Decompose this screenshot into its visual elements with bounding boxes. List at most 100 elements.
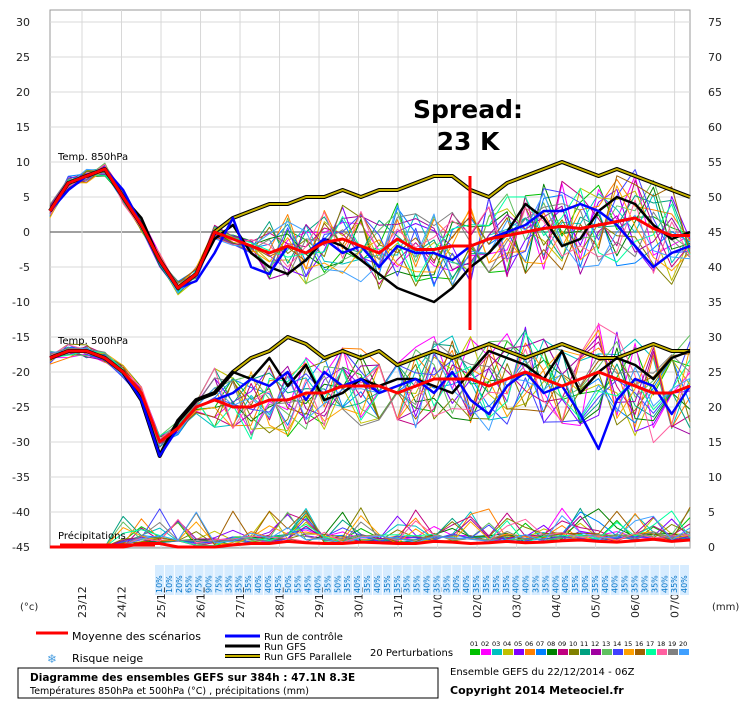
y-left-tick-label: 0 <box>23 226 30 239</box>
perturbation-swatch <box>481 649 491 655</box>
snow-risk-value: 35% <box>363 575 372 593</box>
snow-risk-cell <box>452 565 462 595</box>
y-left-tick-label: -5 <box>19 261 30 274</box>
snow-risk-value: 40% <box>373 575 382 593</box>
snow-risk-value: 35% <box>621 575 630 593</box>
snow-risk-cell <box>214 565 224 595</box>
y-left-tick-label: -10 <box>12 296 30 309</box>
snow-risk-value: 90% <box>205 575 214 593</box>
snow-risk-value: 10% <box>155 575 164 593</box>
snow-risk-cell <box>363 565 372 595</box>
perturbation-number: 12 <box>591 640 599 648</box>
snow-risk-cell <box>174 565 184 595</box>
perturbation-swatch <box>525 649 535 655</box>
snow-risk-cell <box>293 565 303 595</box>
snow-risk-value: 40% <box>314 575 323 593</box>
perturbation-number: 19 <box>668 640 676 648</box>
snow-risk-cell <box>353 565 363 595</box>
legend: Moyenne des scénarios ❄ Risque neige Run de… <box>36 630 689 666</box>
y-right-tick-label: 65 <box>708 86 722 99</box>
perturbation-precip-line <box>50 508 691 548</box>
y-right-tick-label: 25 <box>708 366 722 379</box>
snow-risk-value: 40% <box>264 575 273 593</box>
snow-risk-value: 40% <box>680 575 689 593</box>
y-right-tick-label: 35 <box>708 296 722 309</box>
snow-risk-cell <box>551 565 561 595</box>
y-right-tick-label: 10 <box>708 471 722 484</box>
panel-label-500: Temp. 500hPa <box>57 336 128 347</box>
snow-risk-cell <box>650 565 660 595</box>
snow-risk-cell <box>600 565 610 595</box>
snow-risk-value: 40% <box>611 575 620 593</box>
snow-risk-strip: 10% 10% 20% 65% 75% 90% 75% 35% 35% 35% 40% 40% 45% 5… <box>155 565 689 595</box>
snow-risk-cell <box>283 565 293 595</box>
y-right-tick-label: 50 <box>708 191 722 204</box>
y-right-unit: (mm) <box>712 602 739 613</box>
snow-risk-cell <box>630 565 640 595</box>
snow-risk-cell <box>541 565 551 595</box>
snow-risk-value: 40% <box>601 575 610 593</box>
panel-label-precip: Précipitations <box>58 530 126 542</box>
perturbation-number: 04 <box>503 640 511 648</box>
perturbation-swatch <box>569 649 579 655</box>
snow-risk-value: 10% <box>165 575 174 593</box>
perturbation-number: 20 <box>679 640 687 648</box>
spread-label: Spread: <box>413 95 523 124</box>
snow-risk-cell <box>313 565 323 595</box>
snow-risk-cell <box>511 565 521 595</box>
snow-risk-value: 35% <box>393 575 402 593</box>
snow-risk-cell <box>303 565 313 595</box>
perturbation-number: 11 <box>580 640 588 648</box>
snow-risk-value: 20% <box>175 575 184 593</box>
perturbation-number: 13 <box>602 640 610 648</box>
mean-precip-line <box>50 537 691 549</box>
snow-risk-value: 35% <box>234 575 243 593</box>
perturbation-swatch <box>547 649 557 655</box>
snow-risk-value: 65% <box>185 575 194 593</box>
y-right-tick-label: 60 <box>708 121 722 134</box>
snow-risk-value: 40% <box>353 575 362 593</box>
snow-risk-cell <box>263 565 273 595</box>
snow-risk-value: 35% <box>442 575 451 593</box>
y-left-tick-label: -25 <box>12 401 30 414</box>
perturbation-precip-line <box>50 511 691 548</box>
snow-risk-cell <box>234 565 244 595</box>
snow-risk-value: 45% <box>304 575 313 593</box>
legend-control-label: Run de contrôle <box>264 631 343 643</box>
perturbation-swatch <box>580 649 590 655</box>
perturbation-number: 05 <box>514 640 522 648</box>
snow-risk-value: 50% <box>284 575 293 593</box>
y-right-tick-label: 40 <box>708 261 722 274</box>
y-left-tick-label: -15 <box>12 331 30 344</box>
perturbation-number: 17 <box>646 640 654 648</box>
snow-risk-cell <box>194 565 204 595</box>
perturbation-number: 09 <box>558 640 566 648</box>
snow-risk-value: 35% <box>591 575 600 593</box>
snow-risk-value: 45% <box>274 575 283 593</box>
snow-risk-value: 35% <box>224 575 233 593</box>
snow-risk-cell <box>372 565 382 595</box>
legend-gfs-label: Run GFS <box>264 642 306 653</box>
y-left-tick-label: 30 <box>16 16 30 29</box>
perturbation-swatch <box>635 649 645 655</box>
y-left-tick-label: -45 <box>12 541 30 554</box>
snow-risk-value: 35% <box>541 575 550 593</box>
plot-area <box>49 9 691 549</box>
snow-risk-value: 75% <box>214 575 223 593</box>
snow-risk-cell <box>432 565 442 595</box>
perturbation-swatch <box>470 649 480 655</box>
perturbation-number: 14 <box>613 640 621 648</box>
date-tick-label: 24/12 <box>116 586 129 618</box>
snow-risk-cell <box>610 565 620 595</box>
perturbation-swatch <box>492 649 502 655</box>
mean-850-line <box>48 167 690 290</box>
snow-risk-value: 35% <box>670 575 679 593</box>
snow-risk-value: 40% <box>522 575 531 593</box>
perturbation-swatch <box>503 649 513 655</box>
perturbation-swatch <box>679 649 689 655</box>
snow-risk-cell <box>531 565 541 595</box>
y-left-tick-label: -40 <box>12 506 30 519</box>
y-left-tick-label: -30 <box>12 436 30 449</box>
y-left-tick-label: 15 <box>16 121 30 134</box>
